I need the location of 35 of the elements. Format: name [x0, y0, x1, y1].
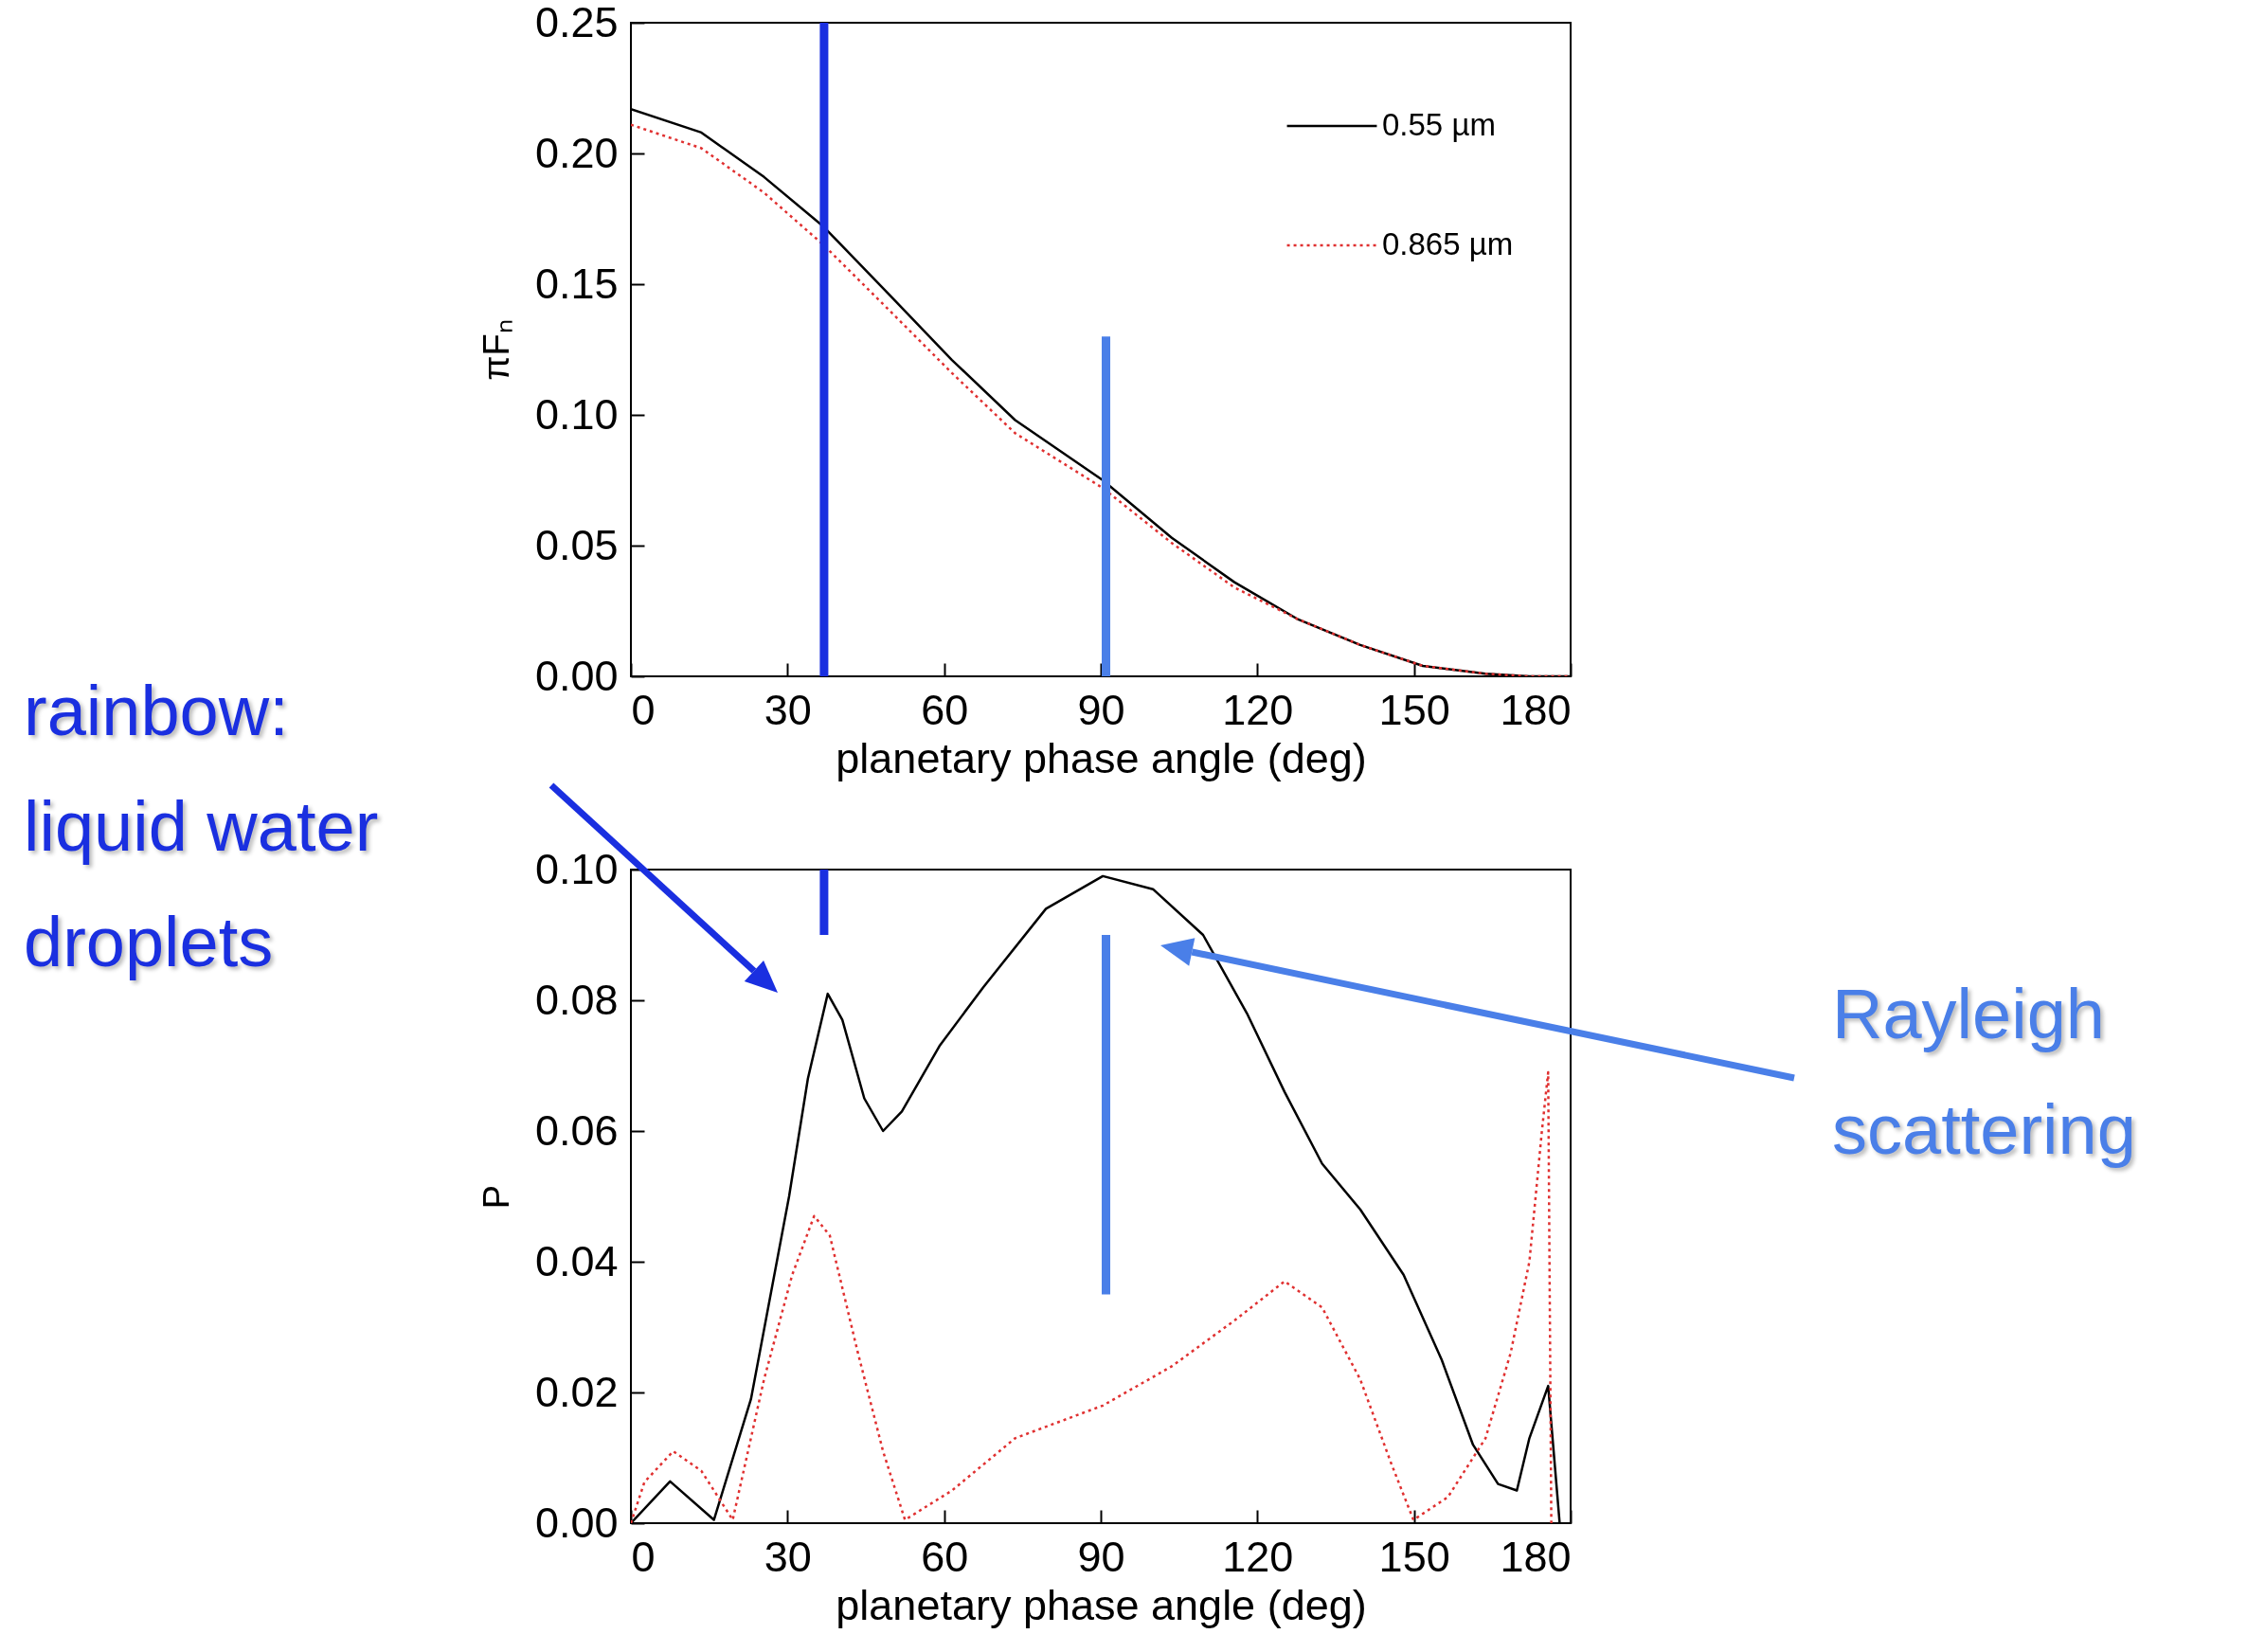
y-tick-label: 0.06: [534, 1105, 619, 1155]
y-axis-title: P: [476, 1184, 516, 1210]
y-tick-label: 0.04: [534, 1236, 619, 1285]
x-axis-title: planetary phase angle (deg): [836, 733, 1367, 782]
y-tick-label: 0.00: [534, 651, 619, 700]
x-tick-label: 180: [1500, 1532, 1572, 1581]
y-tick-label: 0.25: [534, 0, 619, 46]
x-tick-label: 150: [1378, 1532, 1450, 1581]
y-tick-label: 0.05: [534, 520, 619, 569]
y-tick-label: 0.02: [534, 1367, 619, 1416]
y-tick-label: 0.10: [534, 844, 619, 893]
x-tick-label: 180: [1500, 685, 1572, 734]
legend-label: 0.55 µm: [1382, 107, 1496, 142]
x-tick-label: 0: [631, 1532, 656, 1581]
y-tick-label: 0.15: [534, 259, 619, 308]
text: rainbow: liquid water droplets: [24, 671, 379, 983]
x-tick-label: 120: [1222, 1532, 1294, 1581]
x-tick-label: 90: [1077, 685, 1125, 734]
text: Rayleigh scattering: [1832, 974, 2136, 1171]
x-tick-label: 120: [1222, 685, 1294, 734]
y-tick-label: 0.08: [534, 975, 619, 1024]
y-axis-title: πFₙ: [476, 319, 516, 381]
x-tick-label: 30: [764, 685, 812, 734]
line-series: [631, 1070, 1553, 1523]
x-tick-label: 60: [921, 685, 969, 734]
x-tick-label: 0: [631, 685, 656, 734]
y-tick-label: 0.10: [534, 389, 619, 439]
x-tick-label: 30: [764, 1532, 812, 1581]
legend-label: 0.865 µm: [1382, 226, 1514, 261]
y-tick-label: 0.00: [534, 1498, 619, 1547]
x-tick-label: 60: [921, 1532, 969, 1581]
x-tick-label: 90: [1077, 1532, 1125, 1581]
x-tick-label: 150: [1378, 685, 1450, 734]
x-axis-title: planetary phase angle (deg): [836, 1580, 1367, 1629]
y-tick-label: 0.20: [534, 128, 619, 177]
